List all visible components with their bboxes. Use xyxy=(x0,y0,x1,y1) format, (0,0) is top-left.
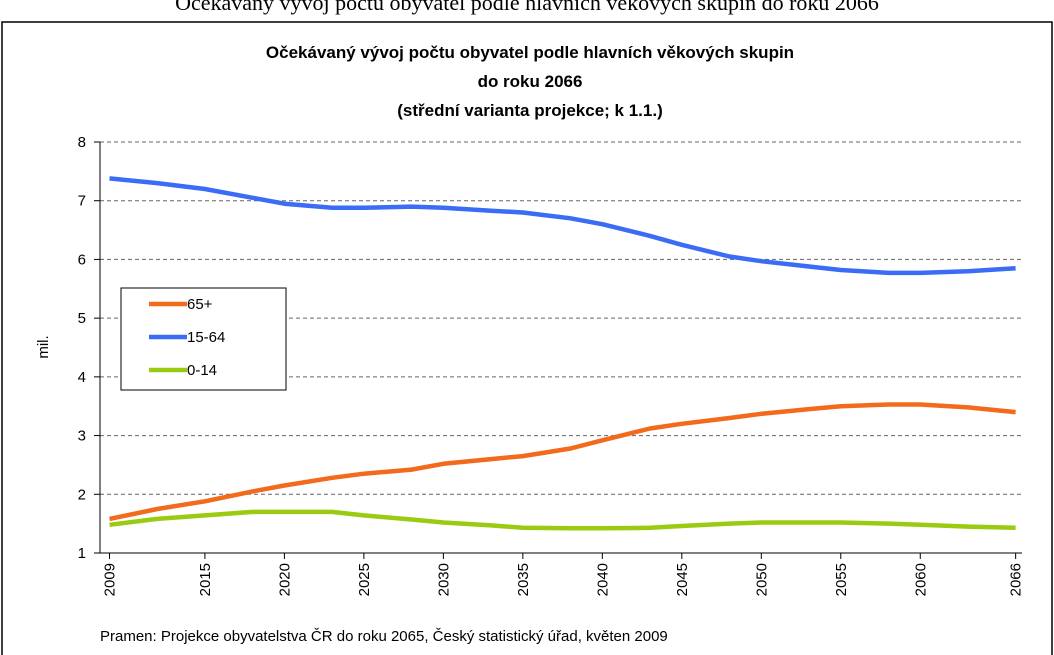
y-tick-label: 5 xyxy=(78,310,86,327)
y-tick-label: 7 xyxy=(78,193,86,210)
y-tick-label: 8 xyxy=(78,134,86,151)
x-tick-label: 2015 xyxy=(197,563,214,596)
series-line xyxy=(109,402,1016,522)
legend xyxy=(120,287,287,391)
legend-label: 0-14 xyxy=(187,362,217,379)
x-tick-label: 2020 xyxy=(276,563,293,596)
legend-label: 65+ xyxy=(187,296,213,313)
y-axis-label: mil. xyxy=(35,335,52,358)
x-tick-label: 2050 xyxy=(753,563,770,596)
y-tick-label: 4 xyxy=(78,369,86,386)
x-tick-label: 2040 xyxy=(594,563,611,596)
x-tick-label: 2009 xyxy=(102,563,119,596)
series-line xyxy=(109,176,1016,276)
y-tick-label: 2 xyxy=(78,486,86,503)
x-tick-label: 2055 xyxy=(833,563,850,596)
legend-label: 15-64 xyxy=(187,329,225,346)
x-tick-label: 2035 xyxy=(515,563,532,596)
chart-title: do roku 2066 xyxy=(478,72,583,91)
x-tick-label: 2066 xyxy=(1008,563,1025,596)
frame xyxy=(1,21,1053,655)
chart-title: Očekávaný vývoj počtu obyvatel podle hla… xyxy=(266,43,794,62)
x-tick-label: 2045 xyxy=(674,563,691,596)
y-tick-label: 3 xyxy=(78,428,86,445)
x-tick-label: 2060 xyxy=(912,563,929,596)
y-tick-label: 6 xyxy=(78,251,86,268)
caption: Očekávaný vývoj počtu obyvatel podle hla… xyxy=(175,0,879,15)
x-tick-label: 2030 xyxy=(435,563,452,596)
series-line xyxy=(109,509,1016,531)
y-tick-label: 1 xyxy=(78,545,86,562)
x-tick-label: 2025 xyxy=(356,563,373,596)
chart-title: (střední varianta projekce; k 1.1.) xyxy=(397,101,663,120)
source: Pramen: Projekce obyvatelstva ČR do roku… xyxy=(100,628,668,645)
